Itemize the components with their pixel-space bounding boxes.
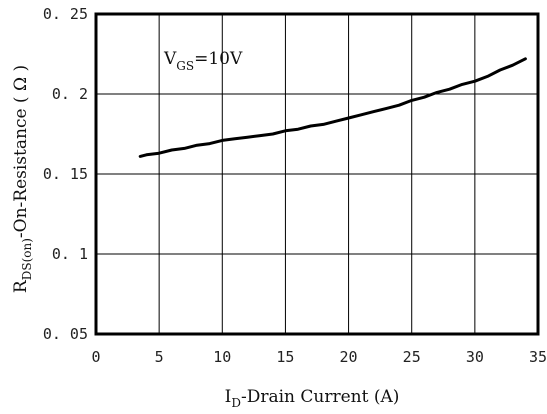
y-tick-label: 0. 1 [52, 245, 88, 263]
vgs-annotation-rest: =10V [194, 49, 243, 69]
y-axis-title-sub: DS(on) [20, 238, 34, 280]
vgs-annotation-main: V [163, 49, 177, 69]
x-tick-label: 30 [466, 348, 484, 366]
plot-frame [94, 12, 540, 336]
vgs-annotation-sub: GS [176, 59, 194, 73]
y-tick-label: 0. 2 [52, 85, 88, 103]
x-axis-title-main: I [225, 387, 232, 407]
vgs-annotation: VGS=10V [163, 49, 243, 73]
y-axis-title-main: R [11, 279, 31, 293]
x-tick-label: 25 [403, 348, 421, 366]
x-axis-title-rest: -Drain Current (A) [241, 387, 399, 407]
y-tick-label: 0. 05 [43, 325, 88, 343]
y-axis-title-rest: -On-Resistance ( Ω ) [11, 65, 31, 238]
tick-layer: 0 5 10 15 20 25 30 35 0. 05 0. 1 0. 15 0. 2 0. 25 [43, 5, 547, 366]
rdson-curve [138, 57, 527, 158]
grid-layer [96, 14, 538, 334]
x-tick-label: 0 [91, 348, 100, 366]
x-tick-label: 20 [340, 348, 358, 366]
x-tick-label: 15 [276, 348, 294, 366]
x-tick-label: 5 [155, 348, 164, 366]
x-axis-title-sub: D [231, 396, 241, 410]
series-layer [138, 57, 527, 158]
y-tick-label: 0. 15 [43, 165, 88, 183]
y-tick-label: 0. 25 [43, 5, 88, 23]
x-axis-title: ID-Drain Current (A) [225, 387, 400, 410]
y-axis-title: RDS(on)-On-Resistance ( Ω ) [11, 65, 34, 293]
x-tick-label: 35 [529, 348, 547, 366]
x-tick-label: 10 [213, 348, 231, 366]
